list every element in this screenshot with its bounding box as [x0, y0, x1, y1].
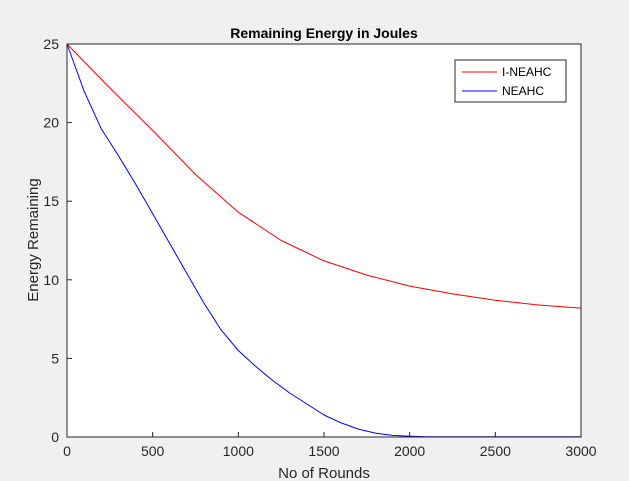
series-line-i-neahc — [66, 43, 582, 309]
y-tick-label: 25 — [43, 36, 59, 52]
legend-box — [454, 59, 567, 103]
y-tick-label: 5 — [51, 350, 59, 366]
legend-label-i-neahc: I-NEAHC — [502, 65, 552, 79]
y-axis-title: Energy Remaining — [25, 178, 42, 301]
ticks-layer: 0 500 1000 1500 2000 2500 3000 0 5 10 15 20 25 — [43, 36, 596, 459]
legend-label-neahc: NEAHC — [502, 84, 544, 98]
x-tick-label: 3000 — [565, 443, 596, 459]
x-tick-label: 500 — [141, 443, 165, 459]
y-tick-label: 20 — [43, 115, 59, 131]
y-tick-label: 0 — [51, 429, 59, 445]
x-tick-label: 2500 — [480, 443, 511, 459]
legend: I-NEAHC NEAHC — [454, 59, 567, 103]
x-tick-label: 0 — [63, 443, 71, 459]
x-axis-title: No of Rounds — [278, 465, 370, 481]
x-tick-label: 2000 — [394, 443, 425, 459]
x-tick-label: 1500 — [308, 443, 339, 459]
chart-title: Remaining Energy in Joules — [230, 25, 418, 41]
x-tick-label: 1000 — [223, 443, 254, 459]
y-tick-label: 10 — [43, 272, 59, 288]
y-tick-label: 15 — [43, 193, 59, 209]
plot-area — [67, 44, 581, 437]
